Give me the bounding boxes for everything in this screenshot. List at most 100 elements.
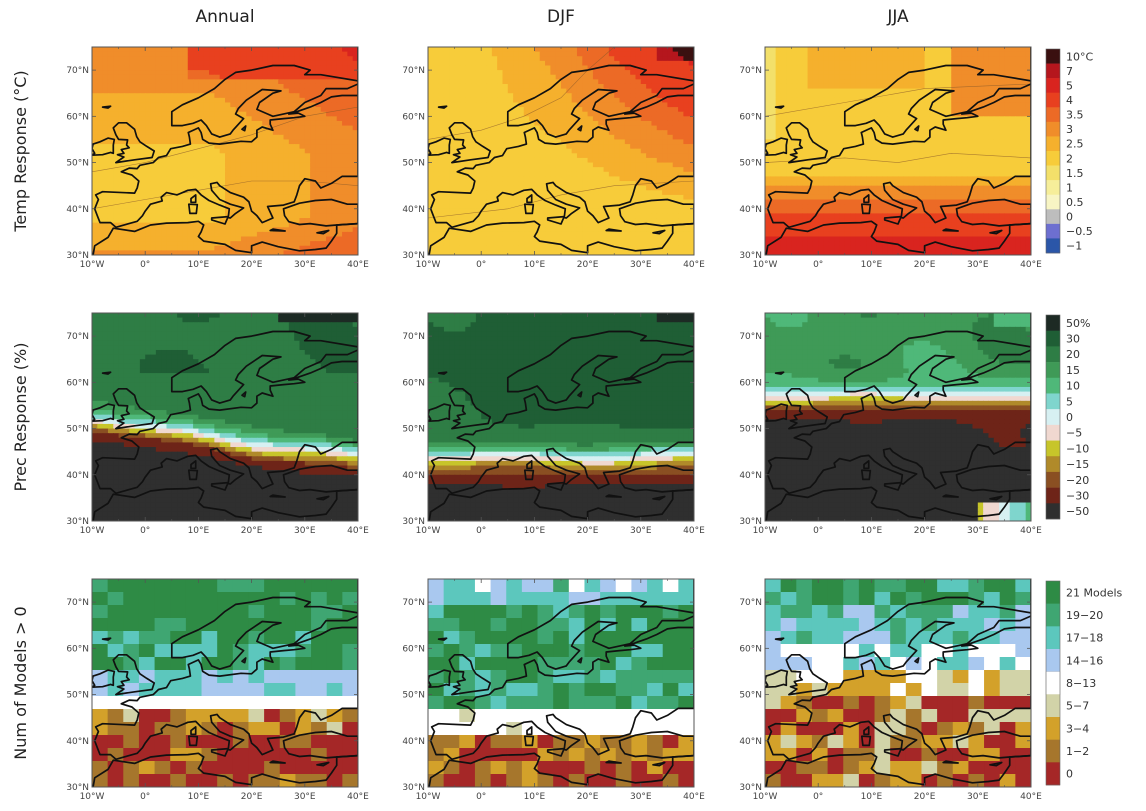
colorbar-label: 8−13 [1066,677,1096,690]
coast-cyprus [316,495,330,501]
coast-continent [93,313,358,495]
coast-iceland_bits [101,371,112,375]
coast-gotland [914,125,920,132]
colorbar-label: 5 [1066,395,1073,408]
colorbar-swatch [1046,330,1060,347]
coast-ireland [765,403,789,423]
lon-tick-label: 40°E [683,792,705,802]
coast-sardinia [860,735,872,747]
column-title-djf: DJF [547,7,575,27]
lat-tick-label: 40°N [739,737,762,747]
coast-africa [92,486,358,521]
lon-tick-label: 40°E [1020,792,1042,802]
colorbar-label: −50 [1066,505,1089,518]
lon-tick-label: 30°E [967,526,989,536]
coast-britain [448,387,492,430]
column-title-jja: JJA [886,7,909,27]
coast-sicily [546,481,566,491]
lat-tick-label: 30°N [739,251,762,261]
coast-cyprus [652,495,666,501]
coast-africa [428,752,694,787]
lon-tick-label: 20°E [914,526,936,536]
coast-scandinavia [843,596,1031,670]
coast-crete [269,494,286,498]
coast-sicily [883,747,903,757]
coast-corsica [190,460,197,470]
coast-continent [93,579,358,761]
lon-tick-label: 10°W [753,792,778,802]
lon-tick-label: 30°E [294,260,316,270]
coast-ireland [428,403,452,423]
panel-num-of-models--jja: 10°W 0° 10°E 20°E 30°E 40°E 70°N 60°N 50°N 40°N 30… [739,578,1042,802]
colorbar-swatch [1045,671,1061,695]
coastline [428,313,694,521]
coast-sardinia [860,469,872,481]
colorbar-label: −20 [1066,474,1089,487]
lat-tick-label: 60°N [66,112,89,122]
coast-cyprus [652,229,666,235]
coast-crete [269,760,286,764]
lat-tick-label: 30°N [66,517,89,527]
coast-crete [605,760,622,764]
coast-africa [428,220,694,255]
lat-tick-label: 50°N [66,691,89,701]
coast-africa [92,752,358,787]
colorbar-label: −15 [1066,458,1089,471]
colorbar-swatch [1046,503,1060,520]
lat-tick-label: 50°N [402,159,425,169]
coast-britain [785,121,829,164]
coast-iceland_bits [774,637,785,641]
lon-tick-label: 40°E [347,526,369,536]
colorbar-prec-response: 50% 30 20 15 10 5 0 −5 −10 −15 −20 −30 −50 [1045,314,1090,520]
coast-ireland [765,669,789,689]
lon-tick-label: 40°E [683,526,705,536]
coast-crete [605,228,622,232]
coast-corsica [526,726,533,736]
coastline [428,579,694,787]
lat-tick-label: 60°N [402,644,425,654]
field-layer [428,579,694,787]
coast-continent [766,47,1031,229]
lon-tick-label: 40°E [347,260,369,270]
lat-tick-label: 30°N [66,251,89,261]
coast-continent [766,579,1031,761]
coast-iceland_bits [437,637,448,641]
coast-gotland [914,391,920,398]
colorbar-swatch [1046,49,1060,64]
coast-cyprus [989,495,1003,501]
colorbar-label: 0 [1066,211,1073,224]
lon-tick-label: 10°E [524,526,546,536]
coast-britain [448,653,492,696]
lat-tick-label: 30°N [66,783,89,793]
colorbar-swatch [1046,456,1060,473]
coastline [428,47,694,255]
lon-tick-label: 10°E [188,526,210,536]
lat-tick-label: 60°N [402,112,425,122]
colorbar-swatch [1046,626,1060,650]
colorbar-label: 50% [1066,317,1090,330]
lon-tick-label: 30°E [630,792,652,802]
colorbar-swatch [1046,78,1060,94]
panel-temp-response-jja: 10°W 0° 10°E 20°E 30°E 40°E 70°N 60°N 50°N 40°N 30… [739,46,1042,270]
colorbar-temp-response: 10°C 75 4 3.53 2.52 1.51 0.5 0−0.5 −1 [1045,48,1093,254]
colorbar-swatch [1046,63,1060,79]
lat-tick-label: 60°N [66,378,89,388]
lon-tick-label: 40°E [683,260,705,270]
colorbar-swatch [1046,739,1060,763]
coast-britain [785,387,829,430]
colorbar-swatch [1046,194,1060,210]
lon-tick-label: 10°E [861,792,883,802]
colorbar-label: 20 [1066,348,1080,361]
field-layer [428,47,694,255]
lat-tick-label: 70°N [739,66,762,76]
panel-prec-response-jja: 10°W 0° 10°E 20°E 30°E 40°E 70°N 60°N 50°N 40°N 30… [739,312,1042,536]
lat-tick-label: 50°N [739,691,762,701]
coast-sardinia [187,203,199,215]
colorbar-label: 17−18 [1066,632,1103,645]
colorbar-swatch [1046,151,1060,166]
lat-tick-label: 70°N [402,66,425,76]
lon-tick-label: 0° [476,792,486,802]
lat-tick-label: 40°N [402,471,425,481]
panel-num-of-models--djf: 10°W 0° 10°E 20°E 30°E 40°E 70°N 60°N 50°N 40°N 30… [402,578,705,802]
